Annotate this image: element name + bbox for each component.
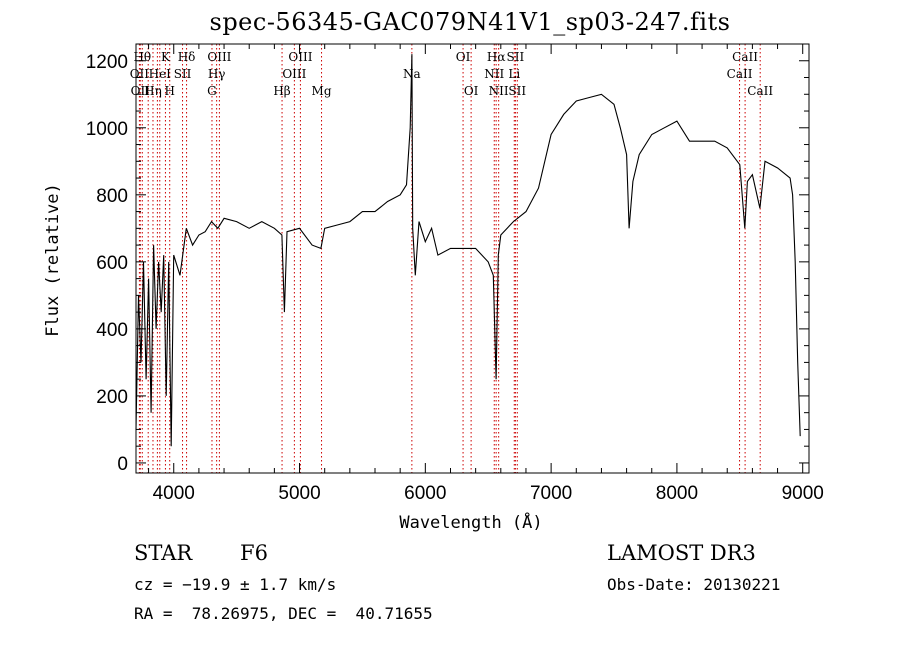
line-marker-label: SII	[507, 50, 525, 64]
line-marker-label: K	[161, 50, 171, 64]
line-marker-label: Li	[508, 67, 520, 81]
line-marker-label: SII	[508, 84, 526, 98]
line-marker-label: OII	[130, 67, 150, 81]
observation-date: Obs-Date: 20130221	[607, 575, 781, 594]
line-marker-label: Hγ	[208, 67, 226, 81]
line-marker-label: Hα	[487, 50, 506, 64]
line-marker-labels: HθOIIOIIHηHeIKHSIIHδGHγOIIIHβOIIIOIIIMgN…	[130, 50, 774, 98]
line-markers	[138, 44, 761, 473]
line-marker-label: Hβ	[273, 84, 290, 98]
y-tick-label: 800	[96, 186, 128, 207]
object-class: STAR	[134, 541, 193, 565]
x-tick-label: 5000	[278, 483, 320, 504]
x-axis: 4000 5000 6000 7000 8000 9000	[148, 44, 824, 504]
y-tick-label: 1000	[86, 119, 128, 140]
line-marker-label: CaII	[747, 84, 773, 98]
line-marker-label: G	[207, 84, 217, 98]
line-marker-label: SII	[174, 67, 192, 81]
y-axis: 0 200 400 600 800 1000 1200	[86, 52, 809, 475]
plot-frame	[135, 43, 810, 474]
y-tick-label: 600	[96, 253, 128, 274]
line-marker-label: CaII	[732, 50, 758, 64]
y-axis-title: Flux (relative)	[43, 183, 63, 337]
x-axis-title: Wavelength (Å)	[399, 511, 542, 533]
y-tick-label: 0	[117, 454, 128, 475]
line-marker-label: OIII	[207, 50, 231, 64]
line-marker-label: OIII	[282, 67, 306, 81]
line-marker-label: NII	[484, 67, 504, 81]
line-marker-label: Mg	[312, 84, 332, 98]
y-tick-label: 400	[96, 320, 128, 341]
spectrum-line	[135, 54, 801, 447]
coordinates-readout: RA = 78.26975, DEC = 40.71655	[134, 604, 433, 623]
line-marker-label: OIII	[288, 50, 312, 64]
line-marker-label: CaII	[727, 67, 753, 81]
x-tick-label: 7000	[530, 483, 572, 504]
object-subclass: F6	[240, 541, 268, 565]
chart-title: spec-56345-GAC079N41V1_sp03-247.fits	[209, 8, 731, 36]
x-tick-label: 4000	[153, 483, 195, 504]
line-marker-label: Hδ	[178, 50, 196, 64]
line-marker-label: OI	[464, 84, 479, 98]
survey-name: LAMOST DR3	[607, 541, 756, 565]
x-tick-label: 6000	[404, 483, 446, 504]
redshift-readout: cz = −19.9 ± 1.7 km/s	[134, 575, 337, 594]
line-marker-label: Hη	[144, 84, 162, 98]
y-tick-label: 1200	[86, 52, 128, 73]
y-tick-label: 200	[96, 387, 128, 408]
x-tick-label: 8000	[656, 483, 698, 504]
line-marker-label: H	[164, 84, 174, 98]
line-marker-label: OI	[456, 50, 471, 64]
line-marker-label: NII	[489, 84, 509, 98]
line-marker-label: HeI	[149, 67, 172, 81]
x-tick-label: 9000	[782, 483, 824, 504]
